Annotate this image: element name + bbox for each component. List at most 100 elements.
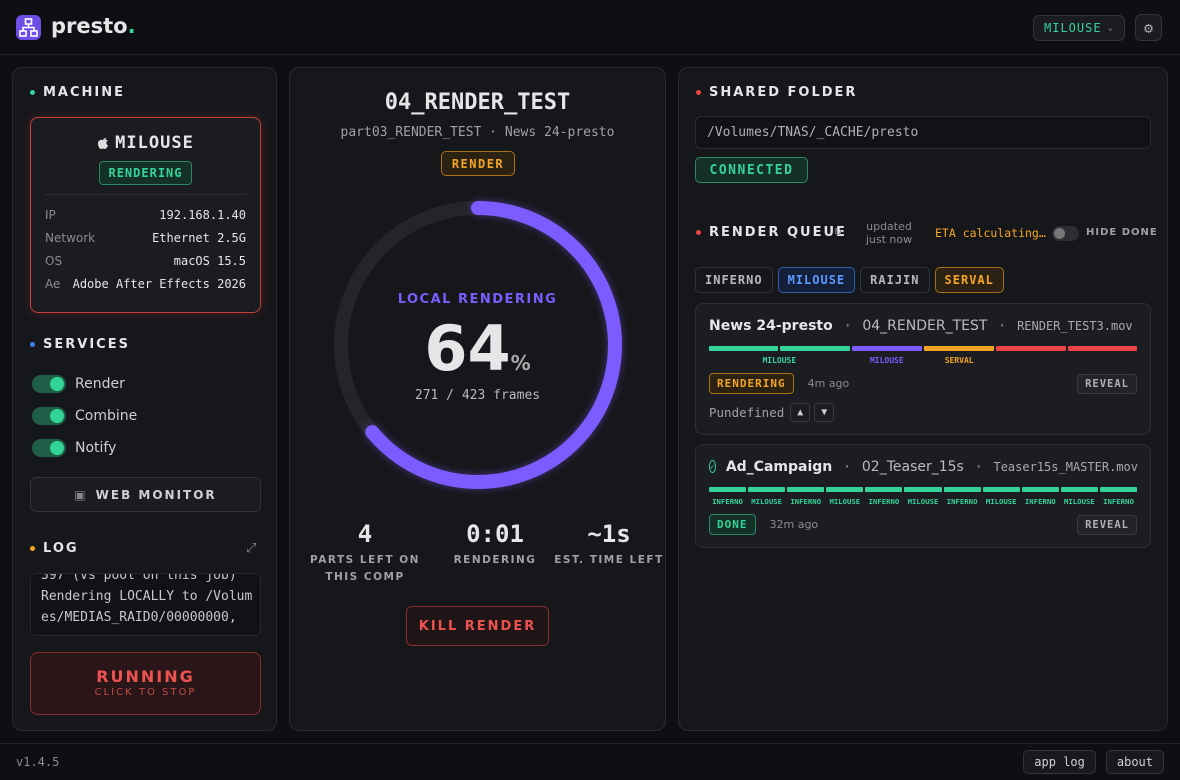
settings-button[interactable]: ⚙ <box>1135 14 1162 41</box>
segment-bar: INFERNO MILOUSE INFERNO MILOUSE INFERNO MILOU… <box>709 487 1138 509</box>
stat: 4 PARTS LEFT ON THIS COMP <box>305 520 425 586</box>
segment-label: INFERNO <box>1024 497 1056 506</box>
section-title: LOG <box>43 541 79 556</box>
segments <box>748 487 786 492</box>
left-panel: MACHINE MILOUSE RENDERING IP 192.168.1.40… <box>12 67 277 731</box>
footer-buttons: app log about <box>1023 750 1164 774</box>
segment-group: MILOUSE <box>982 487 1020 509</box>
segment-group: MILOUSE <box>826 487 864 509</box>
section-title: SERVICES <box>43 337 130 352</box>
priority-button[interactable]: ▼ <box>814 403 835 422</box>
segments <box>1060 487 1098 492</box>
machine-name-row: MILOUSE <box>45 133 246 153</box>
machine-select[interactable]: MILOUSE ⌄ <box>1033 15 1125 41</box>
segment-label: MILOUSE <box>869 356 904 365</box>
machine-status: RENDERING <box>99 161 192 185</box>
ring-progress <box>334 201 622 489</box>
separator: · <box>842 316 853 335</box>
eta: ETA calculating… <box>935 226 1046 240</box>
filter-chip[interactable]: MILOUSE <box>777 267 856 293</box>
service-toggle[interactable] <box>32 375 66 393</box>
segment <box>709 346 779 351</box>
segment-group: MILOUSE <box>1060 487 1098 509</box>
segment-group: MILOUSE <box>851 346 922 368</box>
filter-chip[interactable]: SERVAL <box>934 267 1004 293</box>
footer-button[interactable]: about <box>1105 750 1164 774</box>
info-row: OS macOS 15.5 <box>45 249 246 272</box>
center-panel: 04_RENDER_TEST part03_RENDER_TEST · News… <box>289 67 666 731</box>
segments <box>826 487 864 492</box>
section-header: MACHINE <box>30 85 125 100</box>
stat-value: 0:01 <box>466 520 524 548</box>
reveal-button[interactable]: REVEAL <box>1077 514 1137 535</box>
section-header: LOG <box>30 541 79 556</box>
segment <box>996 346 1066 351</box>
segment <box>865 487 903 492</box>
footer: v1.4.5 app log about <box>0 743 1180 780</box>
segment-group: SERVAL <box>924 346 995 368</box>
reveal-button[interactable]: REVEAL <box>1077 373 1137 394</box>
segment-group: INFERNO <box>943 487 981 509</box>
kill-button[interactable]: KILL RENDER <box>406 606 549 646</box>
render-project: News 24-presto <box>504 125 615 140</box>
info-row: Ae Adobe After Effects 2026 <box>45 272 246 295</box>
brand-dot: . <box>127 14 136 38</box>
apple-icon <box>98 138 109 149</box>
job-file: Teaser15s_MASTER.mov <box>993 459 1138 474</box>
log-line: 397 (vs pool on this job) <box>41 573 237 583</box>
log-text: 397 (vs pool on this job) Rendering LOCAL… <box>41 573 254 628</box>
section-header: SERVICES <box>30 337 130 352</box>
job-project: News 24-presto <box>709 317 833 334</box>
logo <box>16 15 41 40</box>
job-owner: Pundefined <box>709 405 785 420</box>
job-status-row: RENDERING 4m ago REVEAL <box>709 373 1137 394</box>
segments <box>787 487 825 492</box>
segment-label: MILOUSE <box>1064 497 1095 506</box>
segments <box>865 487 903 492</box>
service-label: Combine <box>75 408 138 424</box>
job-age: 32m ago <box>769 518 819 531</box>
percent-value: 64 <box>424 312 511 385</box>
expand-icon[interactable]: ⤢ <box>246 541 257 556</box>
running-label: RUNNING <box>96 667 195 686</box>
hide-done-toggle[interactable] <box>1052 226 1079 241</box>
segment <box>1067 346 1138 351</box>
job-comp: 04_RENDER_TEST <box>862 317 988 334</box>
separator: · <box>842 457 852 476</box>
log-line: Rendering LOCALLY to /Volumes/MEDIAS_RAI… <box>41 589 253 625</box>
service-toggle[interactable] <box>32 439 66 457</box>
priority-button[interactable]: ▲ <box>790 403 811 422</box>
job-status-row: DONE 32m ago REVEAL <box>709 514 1137 535</box>
done-icon: ✓ <box>709 460 716 473</box>
log-box: 397 (vs pool on this job) Rendering LOCAL… <box>30 573 261 636</box>
service-toggle[interactable] <box>32 407 66 425</box>
updated: updated just now <box>859 220 919 246</box>
segment-label: INFERNO <box>790 497 822 506</box>
segment-label: INFERNO <box>868 497 900 506</box>
info-value: 192.168.1.40 <box>159 207 246 222</box>
segment <box>982 487 1020 492</box>
render-subtitle: part03_RENDER_TEST · News 24-presto <box>290 125 665 140</box>
render-title: 04_RENDER_TEST <box>384 90 571 115</box>
web-monitor-label: WEB MONITOR <box>95 487 217 502</box>
job-head: News 24-presto · 04_RENDER_TEST · RENDER_TES… <box>709 316 1137 335</box>
filter-chip[interactable]: RAIJIN <box>860 267 930 293</box>
updated-line: updated <box>866 220 912 233</box>
info-value: macOS 15.5 <box>173 253 246 268</box>
segment-group: INFERNO <box>1021 487 1059 509</box>
folder-path[interactable]: /Volumes/TNAS/_CACHE/presto <box>695 116 1151 149</box>
refresh-icon[interactable]: ↻ <box>834 224 842 239</box>
footer-button[interactable]: app log <box>1023 750 1096 774</box>
job-card: ✓ Ad_Campaign · 02_Teaser_15s · Teaser15s_MAS… <box>695 444 1151 548</box>
separator: · <box>997 316 1008 335</box>
filter-chip[interactable]: INFERNO <box>695 267 773 293</box>
service-label: Render <box>75 376 125 392</box>
right-panel: SHARED FOLDER /Volumes/TNAS/_CACHE/prest… <box>678 67 1168 731</box>
machine-select-label: MILOUSE <box>1044 21 1102 35</box>
segments <box>982 487 1020 492</box>
stat-label: PARTS LEFT ON THIS COMP <box>310 554 420 583</box>
segment-group: INFERNO <box>865 487 903 509</box>
running-button[interactable]: RUNNING CLICK TO STOP <box>30 652 261 715</box>
segments <box>943 487 981 492</box>
web-monitor-button[interactable]: ▣ WEB MONITOR <box>30 477 261 512</box>
